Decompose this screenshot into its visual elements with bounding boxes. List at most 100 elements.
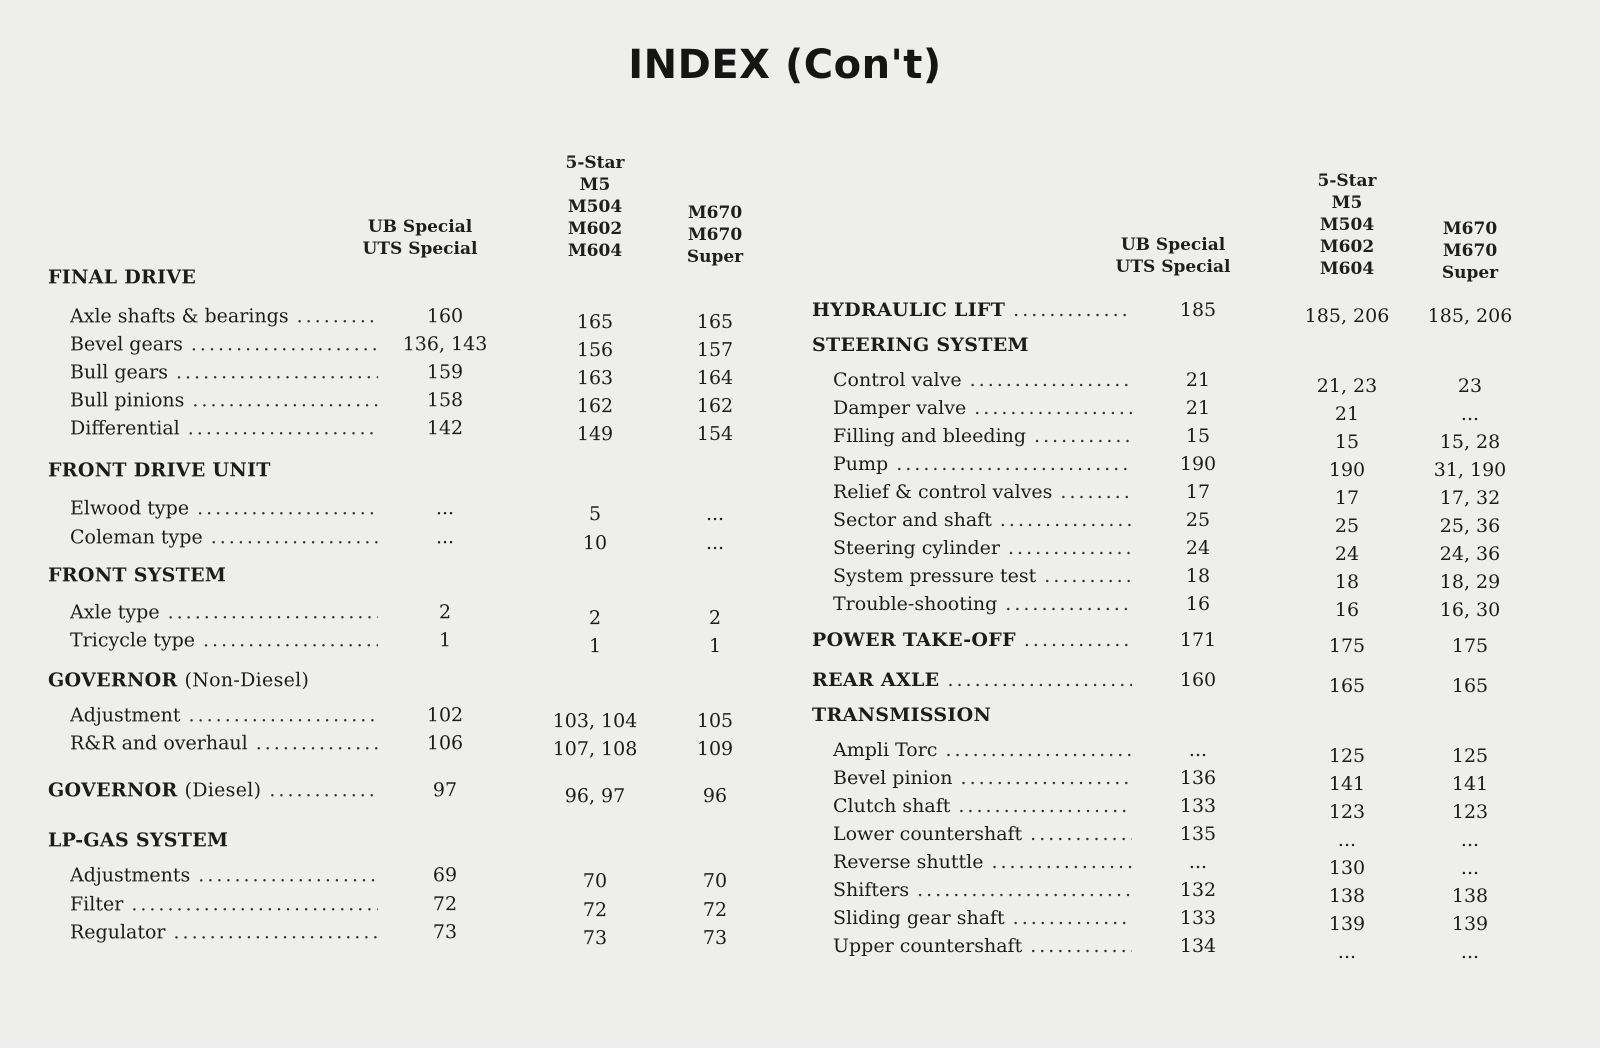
label-text[interactable]: Steering cylinder: [832, 537, 1001, 560]
page-number[interactable]: 165: [1451, 675, 1489, 698]
column-header-line[interactable]: M602: [1319, 237, 1375, 257]
column-header-line[interactable]: M670: [1442, 219, 1498, 239]
label-text[interactable]: Damper valve: [832, 397, 967, 420]
page-number[interactable]: 185: [1179, 299, 1217, 322]
entry-label[interactable]: Sector and shaft: [833, 507, 1132, 533]
dot-leader[interactable]: [1013, 905, 1132, 931]
label-text[interactable]: Sliding gear shaft: [832, 907, 1005, 930]
entry-label[interactable]: Clutch shaft: [833, 793, 1132, 819]
label-text[interactable]: TRANSMISSION: [812, 702, 991, 728]
entry-label[interactable]: Lower countershaft: [833, 821, 1132, 847]
index-entry[interactable]: Sliding gear shaft133139139: [0, 905, 1600, 935]
column-header[interactable]: 5-Star M5 M504 M602 M604: [510, 152, 680, 262]
index-entry[interactable]: Relief & control valves171717, 32: [0, 479, 1600, 509]
index-entry[interactable]: Steering cylinder242424, 36: [0, 535, 1600, 565]
column-header[interactable]: M670 M670 Super: [630, 202, 800, 268]
dot-leader[interactable]: [917, 877, 1132, 903]
page-number[interactable]: 15: [1185, 425, 1211, 448]
index-entry[interactable]: Clutch shaft133123123: [0, 793, 1600, 823]
page-number[interactable]: ...: [1460, 941, 1480, 964]
label-text[interactable]: Clutch shaft: [832, 795, 951, 818]
entry-label[interactable]: REAR AXLE: [812, 667, 1132, 693]
entry-label[interactable]: STEERING SYSTEM: [812, 332, 1600, 358]
label-text[interactable]: Upper countershaft: [832, 935, 1023, 958]
label-text[interactable]: Control valve: [832, 369, 962, 392]
entry-label[interactable]: POWER TAKE-OFF: [812, 627, 1132, 653]
column-header[interactable]: UB Special UTS Special: [335, 216, 505, 260]
page-number[interactable]: 16, 30: [1439, 599, 1501, 622]
index-entry[interactable]: Reverse shuttle...130...: [0, 849, 1600, 879]
index-entry[interactable]: System pressure test181818, 29: [0, 563, 1600, 593]
page-number[interactable]: 135: [1179, 823, 1217, 846]
column-header-line[interactable]: Super: [686, 247, 744, 267]
section-heading[interactable]: TRANSMISSION: [0, 702, 1600, 728]
column-header-line[interactable]: UTS Special: [1115, 257, 1231, 277]
column-header-line[interactable]: UB Special: [1120, 235, 1226, 255]
entry-label[interactable]: Bevel pinion: [833, 765, 1132, 791]
label-text[interactable]: Relief & control valves: [832, 481, 1053, 504]
column-header-line[interactable]: M670: [687, 225, 743, 245]
label-text[interactable]: HYDRAULIC LIFT: [812, 297, 1005, 323]
label-text[interactable]: System pressure test: [832, 565, 1037, 588]
index-entry[interactable]: Bevel pinion136141141: [0, 765, 1600, 795]
column-header-line[interactable]: M5: [1331, 193, 1363, 213]
label-text[interactable]: POWER TAKE-OFF: [812, 627, 1016, 653]
label-text[interactable]: Bevel pinion: [832, 767, 953, 790]
entry-label[interactable]: System pressure test: [833, 563, 1132, 589]
page-number[interactable]: 175: [1451, 635, 1489, 658]
label-text[interactable]: FINAL DRIVE: [48, 264, 196, 290]
column-header-line[interactable]: UB Special: [367, 217, 473, 237]
index-entry[interactable]: Shifters132138138: [0, 877, 1600, 907]
column-header-line[interactable]: UTS Special: [362, 239, 478, 259]
index-entry[interactable]: Damper valve2121...: [0, 395, 1600, 425]
section-title[interactable]: HYDRAULIC LIFT: [811, 299, 1006, 322]
page-number[interactable]: 132: [1179, 879, 1217, 902]
section-heading[interactable]: POWER TAKE-OFF 171 175 175: [0, 627, 1600, 657]
column-header[interactable]: UB Special UTS Special: [1088, 234, 1258, 278]
dot-leader[interactable]: [1008, 535, 1132, 561]
page-number[interactable]: 160: [1179, 669, 1217, 692]
dot-leader[interactable]: [1030, 821, 1132, 847]
dot-leader[interactable]: [961, 765, 1132, 791]
page-number[interactable]: 17: [1185, 481, 1211, 504]
page-number[interactable]: 25: [1185, 509, 1211, 532]
dot-leader[interactable]: [947, 667, 1132, 693]
section-title[interactable]: STEERING SYSTEM: [811, 334, 1029, 357]
page-number[interactable]: 16: [1185, 593, 1211, 616]
label-text[interactable]: Lower countershaft: [832, 823, 1023, 846]
page-number[interactable]: ...: [1188, 851, 1208, 874]
column-header-line[interactable]: M670: [687, 203, 743, 223]
section-heading[interactable]: HYDRAULIC LIFT 185 185, 206 185, 206: [0, 297, 1600, 327]
entry-label[interactable]: Sliding gear shaft: [833, 905, 1132, 931]
page-number[interactable]: 134: [1179, 935, 1217, 958]
entry-label[interactable]: Ampli Torc: [833, 737, 1132, 763]
dot-leader[interactable]: [991, 849, 1132, 875]
section-heading[interactable]: STEERING SYSTEM: [0, 332, 1600, 358]
page-number[interactable]: 16: [1334, 599, 1360, 622]
column-header-line[interactable]: 5-Star: [565, 153, 625, 173]
entry-label[interactable]: TRANSMISSION: [812, 702, 1600, 728]
index-entry[interactable]: Pump19019031, 190: [0, 451, 1600, 481]
entry-label[interactable]: Control valve: [833, 367, 1132, 393]
page-number[interactable]: ...: [1337, 941, 1357, 964]
index-entry[interactable]: Lower countershaft135......: [0, 821, 1600, 851]
column-header-line[interactable]: M5: [579, 175, 611, 195]
index-entry[interactable]: Trouble-shooting 16 16 16, 30: [0, 591, 1600, 621]
section-heading[interactable]: REAR AXLE 160 165 165: [0, 667, 1600, 697]
dot-leader[interactable]: [1013, 297, 1132, 323]
entry-label[interactable]: Reverse shuttle: [833, 849, 1132, 875]
dot-leader[interactable]: [970, 367, 1132, 393]
index-entry[interactable]: Filling and bleeding151515, 28: [0, 423, 1600, 453]
label-text[interactable]: Pump: [832, 453, 889, 476]
index-entry[interactable]: Sector and shaft252525, 36: [0, 507, 1600, 537]
dot-leader[interactable]: [945, 737, 1132, 763]
entry-label[interactable]: Pump: [833, 451, 1132, 477]
label-text[interactable]: Filling and bleeding: [832, 425, 1027, 448]
label-text[interactable]: REAR AXLE: [812, 667, 939, 693]
page-number[interactable]: 18: [1185, 565, 1211, 588]
dot-leader[interactable]: [1030, 933, 1132, 959]
column-header-line[interactable]: Super: [1441, 263, 1499, 283]
dot-leader[interactable]: [958, 793, 1132, 819]
page-number[interactable]: 185, 206: [1304, 305, 1390, 328]
